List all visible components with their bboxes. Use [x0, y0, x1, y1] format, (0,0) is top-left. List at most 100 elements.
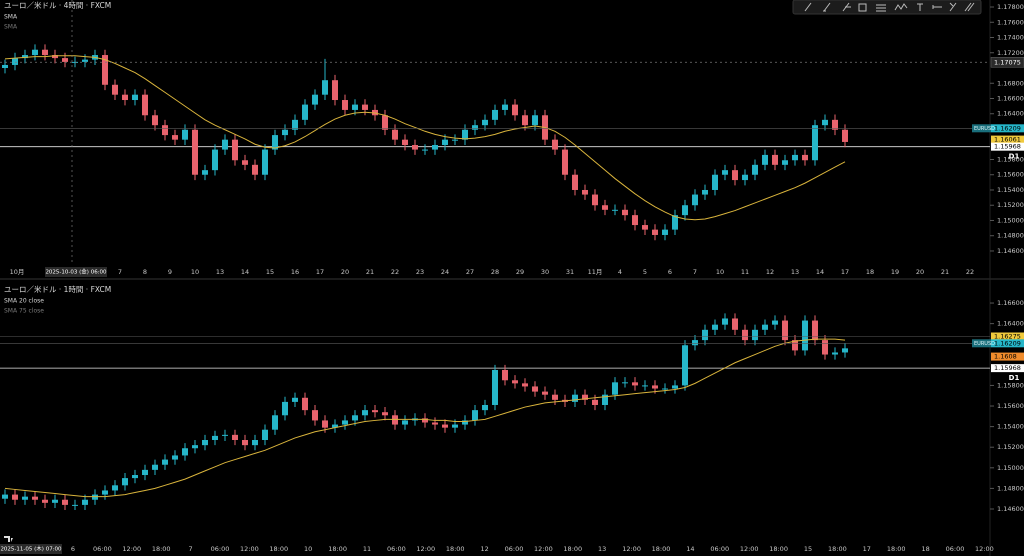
candle-body	[672, 215, 678, 230]
y-tick-label: 1.17800	[997, 3, 1024, 11]
logo-mark	[4, 536, 13, 542]
candle-body	[362, 104, 368, 110]
candle-body	[322, 420, 328, 428]
candle-body	[572, 394, 578, 402]
candle-body	[32, 496, 38, 500]
y-tick-label: 1.16600	[997, 94, 1024, 102]
candle-body	[272, 135, 278, 150]
tool-brush[interactable]	[964, 2, 975, 12]
candle-body	[752, 329, 758, 341]
x-tick-label: 06:00	[211, 545, 230, 553]
y-tick-label: 1.15000	[997, 464, 1024, 472]
x-tick-label: 12:00	[740, 545, 759, 553]
tool-hline[interactable]	[932, 5, 942, 9]
sma-line	[4, 338, 846, 498]
price-tag-label: 1.15968	[994, 364, 1021, 372]
candle-body	[472, 410, 478, 421]
candle-body	[72, 504, 78, 506]
candle-body	[12, 58, 18, 65]
candle-body	[272, 415, 278, 430]
x-tick-label: 06:00	[387, 545, 406, 553]
candle-body	[232, 139, 238, 161]
level-label: D1	[1009, 374, 1020, 382]
price-tag-label: 1.1608	[994, 353, 1017, 361]
tool-zigzag[interactable]	[894, 3, 908, 11]
candle-body	[552, 394, 558, 400]
y-tick-label: 1.15200	[997, 201, 1024, 209]
candle-body	[652, 229, 658, 235]
tool-ray[interactable]	[842, 2, 851, 12]
candle-body	[342, 100, 348, 110]
price-tag-label: 1.16209	[994, 339, 1021, 347]
tool-rect[interactable]	[858, 3, 867, 12]
x-tick-label: 18:00	[887, 545, 906, 553]
candle-body	[512, 104, 518, 116]
candle-body	[392, 415, 398, 425]
candle-body	[42, 49, 48, 56]
x-tick-label: 12:00	[240, 545, 259, 553]
candle-body	[762, 154, 768, 165]
candle-body	[532, 386, 538, 392]
candle-body	[192, 129, 198, 175]
tool-fib[interactable]	[876, 4, 886, 12]
candle-body	[582, 189, 588, 195]
y-tick-label: 1.14800	[997, 232, 1024, 240]
price-tag-label: 1.16061	[994, 136, 1021, 144]
candle-body	[442, 424, 448, 428]
x-tick-label: 11	[363, 545, 371, 553]
candle-body	[432, 145, 438, 150]
candle-body	[612, 209, 618, 211]
candle-body	[782, 160, 788, 165]
candle-body	[292, 119, 298, 130]
x-tick-label: 06:00	[946, 545, 965, 553]
tool-pen[interactable]	[804, 2, 812, 12]
x-tick-label: 18	[866, 268, 874, 276]
candle-body	[382, 115, 388, 130]
candle-body	[742, 174, 748, 181]
candle-body	[212, 435, 218, 441]
candle-body	[832, 352, 838, 355]
drawing-toolbar	[792, 0, 982, 15]
tool-line[interactable]	[823, 2, 831, 12]
candle-body	[252, 440, 258, 446]
y-tick-label: 1.15600	[997, 402, 1024, 410]
x-tick-label: 24	[441, 268, 449, 276]
x-tick-label: 13	[216, 268, 224, 276]
x-tick-label: 18:00	[828, 545, 847, 553]
candle-body	[692, 194, 698, 206]
tool-text[interactable]	[917, 3, 923, 11]
candle-body	[792, 154, 798, 161]
candle-body	[342, 420, 348, 425]
candle-body	[142, 469, 148, 476]
candle-body	[312, 94, 318, 105]
candle-body	[712, 174, 718, 190]
x-tick-label: 18:00	[652, 545, 671, 553]
x-tick-label: 18:00	[769, 545, 788, 553]
x-tick-label: 16	[291, 268, 299, 276]
crosshair-time-box	[0, 544, 62, 554]
x-tick-label: 06:00	[93, 545, 112, 553]
candle-body	[442, 139, 448, 146]
x-tick-label: 06:00	[505, 545, 524, 553]
tool-measure[interactable]	[949, 2, 957, 12]
x-tick-label: 30	[541, 268, 549, 276]
candle-body	[842, 129, 848, 142]
x-tick-label: 31	[566, 268, 574, 276]
y-tick-label: 1.14800	[997, 484, 1024, 492]
candle-body	[102, 55, 108, 85]
x-tick-label: 7	[118, 268, 122, 276]
x-tick-label: 12:00	[122, 545, 141, 553]
crosshair-time-box	[45, 267, 107, 277]
y-tick-label: 1.15800	[997, 381, 1024, 389]
candle-body	[22, 496, 28, 500]
x-tick-label: 10月	[10, 268, 25, 276]
candle-body	[222, 139, 228, 150]
candle-body	[532, 115, 538, 126]
x-tick-label: 28	[491, 268, 499, 276]
x-tick-label: 22	[391, 268, 399, 276]
x-tick-label: 18:00	[328, 545, 347, 553]
symbol-tag	[972, 124, 991, 133]
x-tick-label: 13	[791, 268, 799, 276]
candle-body	[22, 55, 28, 59]
candle-body	[462, 420, 468, 425]
